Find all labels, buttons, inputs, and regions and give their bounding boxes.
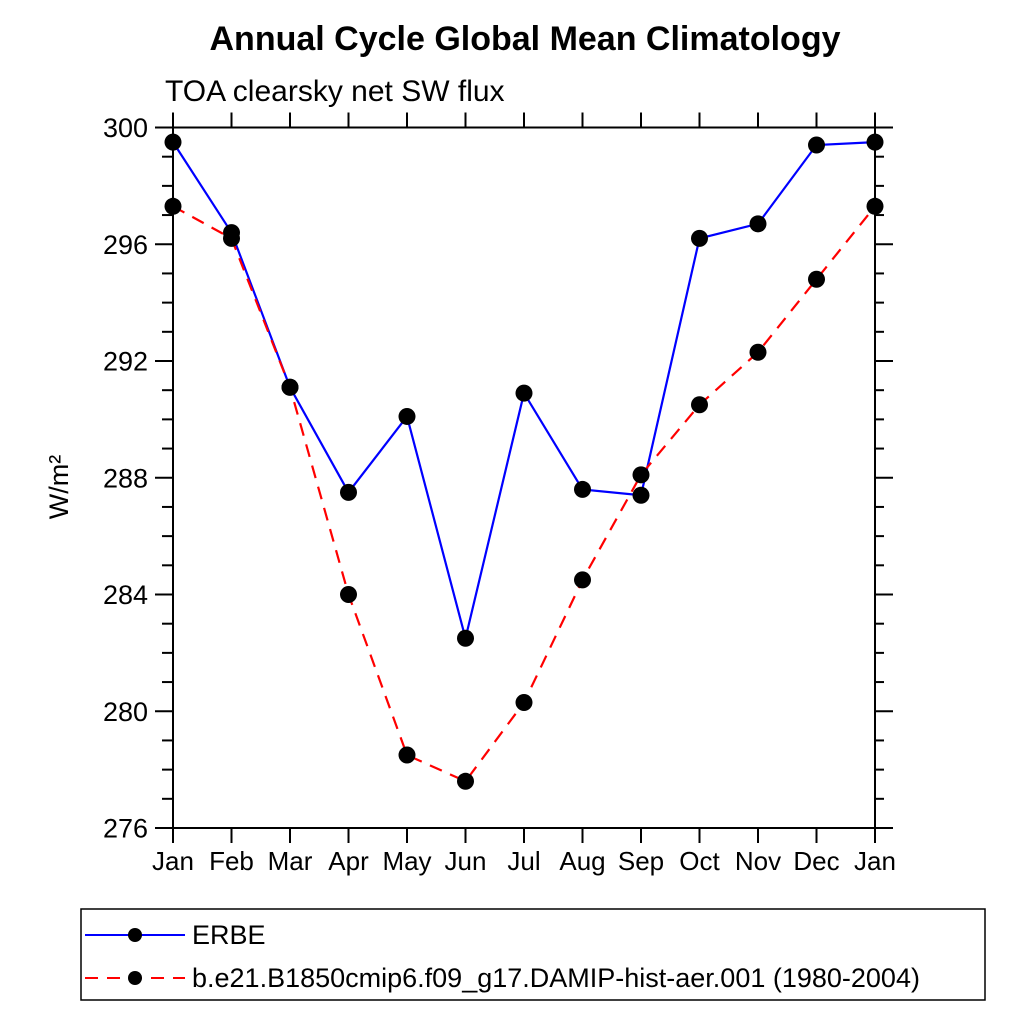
data-point-marker xyxy=(808,270,825,288)
x-tick-label: Jun xyxy=(445,846,487,876)
x-tick-label: Feb xyxy=(209,846,254,876)
data-point-marker xyxy=(866,197,884,215)
data-point-marker xyxy=(164,197,182,215)
data-point-marker xyxy=(574,571,591,589)
data-point-marker xyxy=(632,466,650,484)
x-tick-label: Jan xyxy=(854,846,896,876)
legend-label-erbe: ERBE xyxy=(192,920,266,950)
x-tick-label: Nov xyxy=(735,846,781,876)
data-point-marker xyxy=(691,229,708,247)
data-series xyxy=(164,133,884,790)
x-tick-label: Aug xyxy=(559,846,605,876)
data-point-marker xyxy=(749,343,767,361)
data-point-marker xyxy=(691,396,708,414)
axes: 276 280 284 288 292 296 300 Jan Feb Mar Apr May Jun J… xyxy=(103,112,896,876)
x-tick-label: Oct xyxy=(679,846,720,876)
legend-box xyxy=(80,908,986,1001)
y-tick-label: 276 xyxy=(103,814,148,844)
data-point-marker xyxy=(340,586,357,603)
data-point-marker xyxy=(515,384,533,402)
data-point-marker xyxy=(808,136,825,154)
legend-label-model: b.e21.B1850cmip6.f09_g17.DAMIP-hist-aer.… xyxy=(192,963,920,993)
y-tick-label: 280 xyxy=(103,697,148,727)
data-point-marker xyxy=(457,629,474,647)
chart-title: Annual Cycle Global Mean Climatology xyxy=(210,20,841,58)
data-point-marker xyxy=(398,407,416,425)
data-point-marker xyxy=(398,746,416,764)
legend: ERBE b.e21.B1850cmip6.f09_g17.DAMIP-hist… xyxy=(80,908,986,1001)
x-tick-label: Jan xyxy=(152,846,194,876)
x-tick-label: Jul xyxy=(507,846,540,876)
x-tick-label: Sep xyxy=(618,846,664,876)
y-tick-label: 284 xyxy=(103,580,148,610)
data-point-marker xyxy=(749,215,767,233)
data-point-marker xyxy=(164,133,182,151)
x-tick-label: Apr xyxy=(328,846,369,876)
data-point-marker xyxy=(340,483,357,501)
legend-marker-erbe xyxy=(128,928,142,942)
y-tick-label: 300 xyxy=(103,113,148,143)
y-tick-label: 288 xyxy=(103,463,148,493)
x-tick-label: Mar xyxy=(268,846,313,876)
legend-marker-model xyxy=(128,971,142,985)
y-axis-title: W/m² xyxy=(44,455,74,519)
data-point-marker xyxy=(515,693,533,711)
chart-subtitle: TOA clearsky net SW flux xyxy=(165,75,505,108)
data-point-marker xyxy=(574,480,591,498)
y-tick-label: 292 xyxy=(103,347,148,377)
y-tick-label: 296 xyxy=(103,230,148,260)
data-point-marker xyxy=(281,378,299,396)
x-tick-label: Dec xyxy=(793,846,839,876)
data-point-marker xyxy=(632,486,650,504)
plot-frame xyxy=(172,126,876,829)
x-tick-label: May xyxy=(382,846,431,876)
data-point-marker xyxy=(223,229,240,247)
data-point-marker xyxy=(866,133,884,151)
data-point-marker xyxy=(457,772,474,790)
